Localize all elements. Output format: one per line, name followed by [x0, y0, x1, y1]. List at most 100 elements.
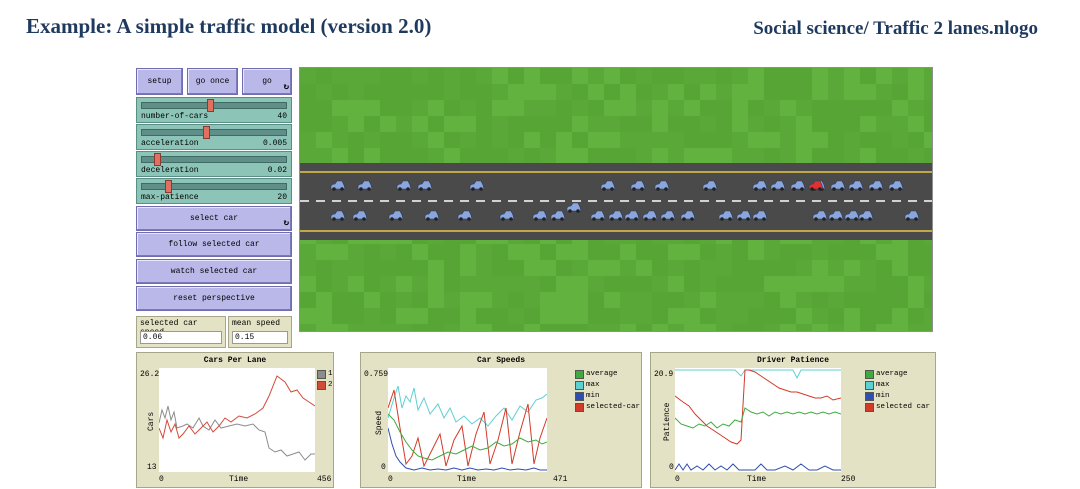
- slider-knob[interactable]: [207, 99, 214, 112]
- grass-patch: [876, 132, 892, 148]
- car-icon[interactable]: [642, 210, 658, 221]
- car-icon[interactable]: [590, 210, 606, 221]
- car-icon[interactable]: [352, 210, 368, 221]
- car-icon[interactable]: [844, 210, 860, 221]
- grass-patch: [476, 324, 492, 340]
- car-icon[interactable]: [702, 180, 718, 191]
- car-icon[interactable]: [532, 210, 548, 221]
- car-icon[interactable]: [736, 210, 752, 221]
- car-icon[interactable]: [566, 202, 582, 213]
- car-icon[interactable]: [790, 180, 806, 191]
- grass-patch: [716, 308, 732, 324]
- grass-patch: [604, 244, 620, 260]
- slider-track[interactable]: [141, 129, 287, 136]
- slider-knob[interactable]: [203, 126, 210, 139]
- go-forever-button[interactable]: go ↻: [242, 68, 292, 95]
- grass-patch: [748, 148, 764, 164]
- legend-entry: 1: [317, 369, 333, 380]
- slider-track[interactable]: [141, 102, 287, 109]
- reset-perspective-button[interactable]: reset perspective: [136, 286, 292, 311]
- car-icon[interactable]: [808, 180, 824, 191]
- grass-patch: [700, 100, 716, 116]
- grass-patch: [716, 260, 732, 276]
- car-icon[interactable]: [357, 180, 373, 191]
- follow-selected-car-button[interactable]: follow selected car: [136, 232, 292, 257]
- grass-patch: [556, 116, 572, 132]
- car-icon[interactable]: [858, 210, 874, 221]
- grass-patch: [796, 260, 812, 276]
- grass-patch: [828, 308, 844, 324]
- car-icon[interactable]: [718, 210, 734, 221]
- car-icon[interactable]: [770, 180, 786, 191]
- slider-value: 20: [277, 193, 287, 202]
- slider-track[interactable]: [141, 183, 287, 190]
- car-icon[interactable]: [868, 180, 884, 191]
- car-icon[interactable]: [828, 210, 844, 221]
- slide-file-name: Social science/ Traffic 2 lanes.nlogo: [753, 18, 1038, 39]
- grass-patch: [620, 132, 636, 148]
- grass-patch: [844, 68, 860, 84]
- car-icon[interactable]: [608, 210, 624, 221]
- slider-knob[interactable]: [154, 153, 161, 166]
- grass-patch: [348, 292, 364, 308]
- grass-patch: [524, 68, 540, 84]
- car-icon[interactable]: [752, 210, 768, 221]
- car-icon[interactable]: [330, 210, 346, 221]
- grass-patch: [908, 132, 924, 148]
- grass-patch: [764, 260, 780, 276]
- car-icon[interactable]: [660, 210, 676, 221]
- deceleration-slider[interactable]: deceleration 0.02: [136, 151, 292, 177]
- car-icon[interactable]: [417, 180, 433, 191]
- car-icon[interactable]: [630, 180, 646, 191]
- car-icon[interactable]: [330, 180, 346, 191]
- car-icon[interactable]: [812, 210, 828, 221]
- car-icon[interactable]: [550, 210, 566, 221]
- grass-patch: [572, 276, 588, 292]
- slider-track[interactable]: [141, 156, 287, 163]
- world-canvas[interactable]: [300, 68, 940, 340]
- grass-patch: [444, 260, 460, 276]
- setup-button[interactable]: setup: [136, 68, 183, 95]
- car-icon[interactable]: [499, 210, 515, 221]
- grass-patch: [364, 324, 380, 340]
- slider-knob[interactable]: [165, 180, 172, 193]
- car-icon[interactable]: [600, 180, 616, 191]
- legend-entry: 2: [317, 380, 333, 391]
- grass-patch: [844, 84, 860, 100]
- select-car-button[interactable]: select car ↻: [136, 206, 292, 231]
- grass-patch: [924, 116, 940, 132]
- grass-patch: [732, 276, 748, 292]
- car-icon[interactable]: [396, 180, 412, 191]
- go-once-button[interactable]: go once: [187, 68, 238, 95]
- car-icon[interactable]: [848, 180, 864, 191]
- grass-patch: [316, 100, 332, 116]
- car-icon[interactable]: [830, 180, 846, 191]
- grass-patch: [348, 324, 364, 340]
- car-icon[interactable]: [424, 210, 440, 221]
- grass-patch: [540, 260, 556, 276]
- car-icon[interactable]: [624, 210, 640, 221]
- car-icon[interactable]: [388, 210, 404, 221]
- acceleration-slider[interactable]: acceleration 0.005: [136, 124, 292, 150]
- grass-patch: [604, 260, 620, 276]
- grass-patch: [348, 68, 364, 84]
- car-icon[interactable]: [469, 180, 485, 191]
- grass-patch: [492, 308, 508, 324]
- forever-icon: ↻: [283, 82, 289, 92]
- x-min-label: 0: [159, 475, 164, 484]
- car-icon[interactable]: [752, 180, 768, 191]
- world-view[interactable]: [299, 67, 940, 340]
- number-of-cars-slider[interactable]: number-of-cars 40: [136, 97, 292, 123]
- grass-patch: [876, 308, 892, 324]
- car-icon[interactable]: [904, 210, 920, 221]
- grass-patch: [604, 148, 620, 164]
- car-icon[interactable]: [680, 210, 696, 221]
- legend-swatch: [865, 370, 874, 379]
- grass-patch: [844, 116, 860, 132]
- car-icon[interactable]: [457, 210, 473, 221]
- max-patience-slider[interactable]: max-patience 20: [136, 178, 292, 204]
- car-icon[interactable]: [888, 180, 904, 191]
- grass-patch: [316, 292, 332, 308]
- car-icon[interactable]: [654, 180, 670, 191]
- watch-selected-car-button[interactable]: watch selected car: [136, 259, 292, 284]
